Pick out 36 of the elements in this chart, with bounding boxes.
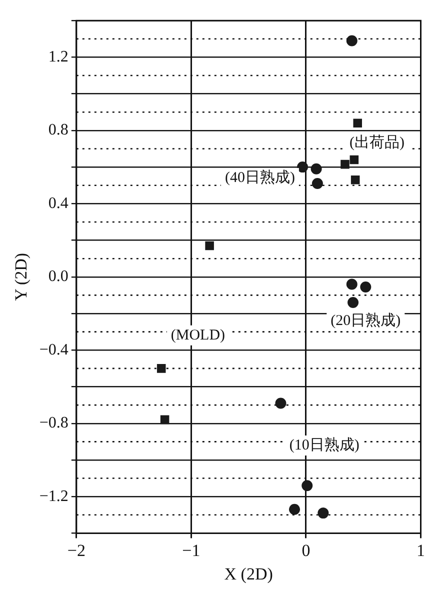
point <box>353 118 362 128</box>
annotation: (10日熟成) <box>289 436 360 454</box>
point <box>350 175 360 184</box>
point <box>297 162 308 173</box>
y-tick-label: 0.8 <box>48 122 68 139</box>
point <box>310 163 322 174</box>
x-tick-label: −2 <box>67 540 86 560</box>
point <box>160 415 170 424</box>
x-tick-label: 1 <box>416 540 425 560</box>
point <box>360 281 372 292</box>
x-tick-label: 0 <box>302 540 310 560</box>
point <box>275 398 286 409</box>
annotation: (20日熟成) <box>330 312 401 329</box>
point <box>205 241 214 250</box>
y-tick-label: 1.2 <box>48 48 68 66</box>
point <box>288 504 300 515</box>
point <box>346 278 358 290</box>
point <box>350 155 359 164</box>
point <box>348 297 359 308</box>
annotation: (出荷品) <box>350 134 405 152</box>
y-tick-label: 0.0 <box>48 268 68 286</box>
annotation: (40日熟成) <box>224 168 295 186</box>
point <box>340 160 350 169</box>
x-tick-label: −1 <box>182 540 200 560</box>
y-tick-label: 0.4 <box>48 194 68 212</box>
point <box>156 364 166 373</box>
point <box>346 35 358 46</box>
point <box>312 178 323 190</box>
annotation: (MOLD) <box>170 327 226 344</box>
y-axis-title: Y (2D) <box>12 252 31 301</box>
y-tick-label: −0.8 <box>39 414 68 432</box>
x-axis-title: X (2D) <box>224 564 273 584</box>
y-tick-label: −1.2 <box>39 488 68 505</box>
point <box>302 480 313 492</box>
point <box>318 508 329 519</box>
y-tick-label: −0.4 <box>39 341 68 358</box>
